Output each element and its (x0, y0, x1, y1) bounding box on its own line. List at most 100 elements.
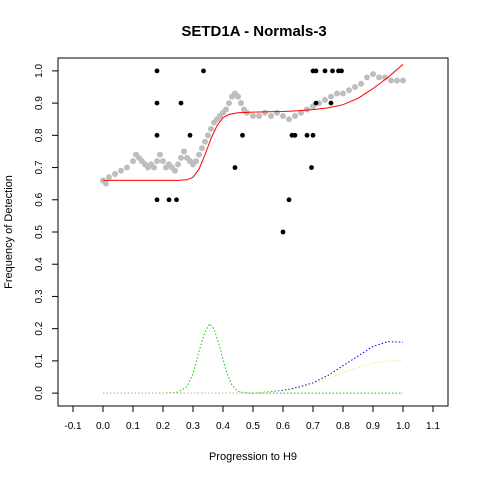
x-tick-label: 0.1 (126, 421, 140, 432)
smoothed-point (199, 145, 205, 152)
observed-point (339, 68, 344, 74)
observed-point (304, 132, 310, 138)
smoothed-point (160, 158, 166, 165)
smoothed-point (250, 113, 256, 119)
smoothed-point (118, 167, 124, 174)
smoothed-point (358, 80, 364, 87)
smoothed-point (352, 84, 358, 90)
observed-point (232, 165, 238, 170)
y-tick-label: 0.6 (34, 192, 45, 206)
smoothed-point (208, 125, 214, 132)
smoothed-point (154, 158, 160, 165)
y-tick-label: 0.1 (34, 354, 45, 368)
observed-point (187, 132, 193, 138)
x-tick-label: 0.4 (216, 421, 230, 432)
observed-point (309, 165, 314, 170)
x-axis-label: Progression to H9 (209, 451, 297, 463)
x-tick-label: 0.7 (306, 421, 320, 432)
smoothed-point (181, 148, 187, 155)
observed-point (154, 68, 160, 74)
smoothed-point (346, 87, 352, 94)
observed-point (154, 132, 160, 138)
observed-point (166, 197, 172, 203)
smoothed-point (376, 74, 382, 81)
smoothed-point (328, 93, 334, 100)
observed-point (286, 197, 292, 203)
smoothed-point (226, 100, 232, 107)
observed-point (330, 68, 335, 74)
chart-title: SETD1A - Normals-3 (181, 23, 326, 40)
y-tick-label: 0.0 (34, 386, 45, 400)
y-axis-label: Frequency of Detection (3, 175, 15, 289)
y-tick-label: 0.7 (34, 160, 45, 174)
smoothed-point (151, 164, 157, 171)
smoothed-point (235, 93, 241, 100)
smoothed-point (400, 77, 406, 84)
observed-point (322, 68, 328, 74)
smoothed-point (280, 113, 286, 119)
blue-density-line (103, 341, 404, 394)
smoothed-point (175, 161, 181, 168)
x-tick-label: -0.1 (64, 421, 82, 432)
series-layer (100, 64, 406, 394)
observed-point (310, 132, 316, 138)
y-tick-label: 0.8 (34, 128, 45, 142)
smoothed-point (130, 158, 136, 165)
yellow-density-line (103, 360, 403, 394)
x-tick-label: 0.2 (156, 421, 170, 432)
smoothed-point (106, 174, 112, 181)
smoothed-point (340, 90, 346, 97)
observed-point (201, 68, 206, 74)
x-tick-label: 1.0 (396, 421, 410, 432)
smoothed-point (196, 151, 202, 158)
smoothed-point (364, 74, 370, 81)
smoothed-point (205, 132, 211, 139)
observed-point (280, 229, 286, 235)
smoothed-point (124, 164, 130, 171)
smoothed-point (157, 151, 163, 158)
smoothed-point (388, 77, 394, 84)
smoothed-point (394, 77, 400, 84)
smoothed-point (304, 106, 310, 113)
green-density-line (103, 322, 403, 394)
plot-frame (57, 57, 449, 407)
x-tick-label: 0.3 (186, 421, 200, 432)
smoothed-point (223, 106, 229, 113)
smoothed-point (256, 113, 262, 119)
observed-point (174, 197, 179, 203)
smoothed-point (103, 180, 109, 187)
y-tick-label: 0.5 (34, 225, 45, 239)
smoothed-point (178, 154, 184, 161)
fit-line (103, 64, 404, 181)
y-axis: 0.0 0.1 0.2 0.3 0.4 0.5 0.6 0.7 0.8 0.9 1.0 (34, 64, 58, 400)
y-tick-label: 1.0 (34, 64, 45, 78)
observed-point (328, 100, 334, 106)
observed-point (154, 197, 160, 203)
smoothed-point (202, 138, 208, 145)
smoothed-point (286, 116, 292, 123)
smoothed-point (292, 113, 298, 119)
smoothed-point (268, 113, 274, 119)
y-tick-label: 0.3 (34, 289, 45, 303)
smoothed-point (262, 109, 268, 116)
observed-point (313, 100, 319, 106)
observed-point (178, 100, 184, 106)
smoothed-point (193, 158, 199, 165)
observed-point (154, 100, 160, 106)
smoothed-point (370, 71, 376, 78)
smoothed-point (298, 109, 304, 116)
observed-point (240, 132, 245, 138)
observed-point (313, 68, 319, 74)
y-tick-label: 0.2 (34, 321, 45, 335)
observed-point (292, 132, 298, 138)
y-tick-label: 0.9 (34, 96, 45, 110)
smoothed-point (322, 96, 328, 103)
x-tick-label: 0.0 (96, 421, 110, 432)
y-tick-label: 0.4 (34, 257, 45, 271)
x-tick-label: 1.1 (426, 421, 440, 432)
x-tick-label: 0.9 (366, 421, 380, 432)
smoothed-point (172, 167, 178, 174)
x-tick-label: 0.6 (276, 421, 290, 432)
smoothed-point (334, 90, 340, 97)
